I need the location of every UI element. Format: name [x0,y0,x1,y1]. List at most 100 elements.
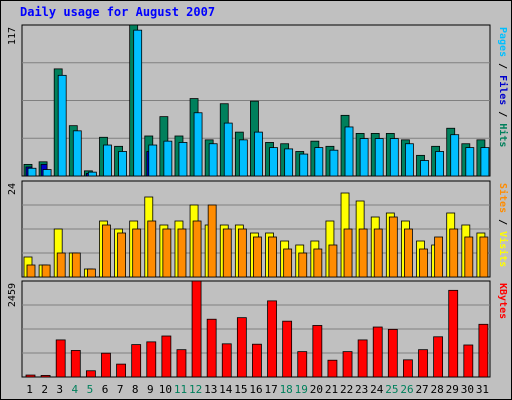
bar-pages-day-8 [133,29,143,177]
panel-bottom: 2459 KBytes [7,280,508,378]
x-tick-label-day-7: 7 [117,383,124,396]
bar-sites-day-13 [207,204,217,278]
bar-sites-day-22 [343,228,353,278]
bar-kbytes-day-29 [448,289,459,378]
bar-pages-day-10 [163,140,173,177]
y-max-label: 117 [7,27,18,45]
bar-pages-day-29 [450,134,460,177]
x-tick-label-day-26: 26 [400,383,413,396]
bar-pages-day-7 [118,151,127,177]
bar-pages-day-13 [208,143,218,177]
bar-sites-day-4 [71,252,81,278]
x-tick-label-day-8: 8 [132,383,139,396]
x-tick-label-day-30: 30 [461,383,474,396]
x-tick-label-day-5: 5 [87,383,94,396]
bar-sites-day-27 [419,248,428,278]
bar-pages-day-2 [42,169,52,177]
x-tick-label-day-14: 14 [219,383,233,396]
legend-entry-visits: Visits [497,231,509,267]
bar-sites-day-12 [192,220,202,278]
bar-sites-day-26 [404,228,413,278]
bar-kbytes-day-7 [116,363,126,378]
bar-kbytes-day-3 [55,339,66,378]
x-tick-label-day-9: 9 [147,383,154,396]
bar-sites-day-10 [162,228,172,278]
bar-kbytes-day-25 [387,328,398,378]
bar-pages-day-27 [420,160,429,177]
bar-sites-day-20 [313,248,323,278]
bar-sites-day-6 [102,224,111,278]
legend-entry-files: Files [497,75,509,105]
legend-entry-kbytes: KBytes [497,283,508,319]
x-tick-label-day-31: 31 [476,383,489,396]
legend-entry-pages: Pages [497,27,508,57]
x-tick-label-day-19: 19 [295,383,308,396]
bar-pages-day-20 [314,147,324,177]
x-tick-label-day-12: 12 [189,383,202,396]
x-tick-label-day-27: 27 [415,383,428,396]
panel-top: 117 Pages / Files / Hits [7,24,509,177]
bar-kbytes-day-1 [25,374,36,378]
bar-kbytes-day-17 [267,300,277,378]
bar-sites-day-21 [328,244,338,278]
chart-title: Daily usage for August 2007 [20,5,215,19]
bar-sites-day-19 [298,252,308,278]
bar-kbytes-day-16 [252,343,262,378]
x-tick-label-day-18: 18 [280,383,293,396]
bar-pages-day-18 [284,148,294,177]
bar-pages-day-12 [193,112,203,177]
bar-kbytes-day-8 [131,344,142,378]
x-tick-label-day-2: 2 [41,383,48,396]
y-max-label: 2459 [7,283,18,307]
x-tick-label-day-13: 13 [204,383,217,396]
bar-pages-day-31 [480,147,490,177]
bar-sites-day-25 [388,216,398,278]
x-tick-label-day-20: 20 [310,383,323,396]
bar-kbytes-day-20 [312,325,323,378]
bar-kbytes-day-23 [357,339,368,378]
x-tick-label-day-15: 15 [234,383,247,396]
bar-kbytes-day-14 [221,343,232,378]
bar-kbytes-day-30 [463,344,474,378]
bar-sites-day-16 [253,236,262,278]
bar-kbytes-day-15 [236,317,247,378]
bar-sites-day-18 [283,248,293,278]
bar-kbytes-day-21 [327,359,338,378]
bar-sites-day-11 [177,228,187,278]
bar-kbytes-day-18 [282,320,293,378]
bar-kbytes-day-22 [342,351,353,378]
bar-sites-day-8 [132,228,142,278]
bar-kbytes-day-9 [146,341,157,378]
x-tick-label-day-6: 6 [102,383,109,396]
bar-sites-day-1 [26,264,36,278]
bar-sites-day-29 [449,228,459,278]
legend-middle: Sites / Visits [497,183,509,267]
bar-sites-day-9 [147,220,157,278]
x-tick-label-day-4: 4 [72,383,79,396]
y-max-label: 24 [7,183,18,195]
bar-pages-day-23 [359,138,369,177]
bar-kbytes-day-4 [70,350,81,378]
bar-pages-day-15 [238,139,248,177]
bar-sites-day-15 [237,228,247,278]
x-tick-label-day-25: 25 [385,383,398,396]
bar-pages-day-19 [299,153,309,177]
x-tick-label-day-28: 28 [431,383,444,396]
bar-kbytes-day-31 [478,323,489,378]
x-tick-label-day-24: 24 [370,383,384,396]
panel-middle: 24 Sites / Visits [7,180,509,278]
bar-pages-day-4 [72,130,82,177]
bar-pages-day-9 [148,144,158,177]
x-tick-label-day-11: 11 [174,383,187,396]
x-axis-tick-labels: 1 2 3 4 5 6 7 8 9 10 11 12 13 14 15 16 17 18 19 20 21 22 23 24 2… [26,383,489,396]
bar-pages-day-3 [57,74,67,177]
bar-pages-day-16 [254,131,263,177]
bar-kbytes-day-2 [40,375,51,378]
bar-kbytes-day-27 [418,349,428,378]
bar-sites-day-7 [117,232,126,278]
x-tick-label-day-29: 29 [446,383,459,396]
bar-kbytes-day-10 [161,335,172,378]
bar-pages-day-22 [344,126,354,177]
bar-sites-day-24 [373,228,383,278]
bar-pages-day-11 [178,142,188,177]
